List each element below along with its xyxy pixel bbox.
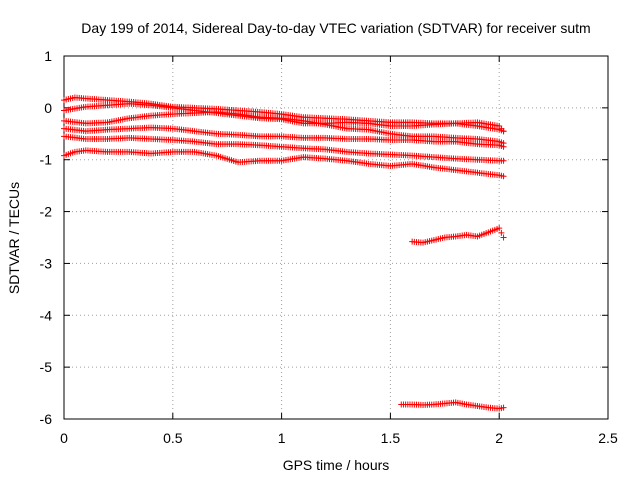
y-axis-label: SDTVAR / TECUs bbox=[6, 182, 22, 294]
y-tick-label: -3 bbox=[40, 255, 53, 271]
grid-lines bbox=[64, 56, 608, 419]
y-axis-ticks: 1 0 -1 -2 -3 -4 -5 -6 bbox=[40, 48, 608, 427]
series-track-7 bbox=[409, 225, 507, 246]
plot-frame bbox=[63, 55, 609, 420]
y-tick-label: -4 bbox=[40, 307, 53, 323]
data-point bbox=[500, 128, 507, 135]
series-track-6 bbox=[61, 147, 507, 180]
data-point bbox=[500, 234, 507, 241]
y-tick-label: 1 bbox=[44, 48, 52, 64]
data-point bbox=[500, 173, 507, 180]
chart-title: Day 199 of 2014, Sidereal Day-to-day VTE… bbox=[81, 20, 590, 36]
x-tick-label: 0 bbox=[60, 430, 68, 446]
data-point bbox=[500, 157, 507, 164]
x-axis-ticks: 0 0.5 1 1.5 2 2.5 bbox=[60, 56, 618, 446]
y-tick-label: -5 bbox=[40, 359, 53, 375]
y-tick-label: -6 bbox=[40, 411, 53, 427]
series-track-3 bbox=[61, 109, 507, 147]
x-tick-label: 1 bbox=[278, 430, 286, 446]
data-points bbox=[61, 94, 507, 412]
x-tick-label: 1.5 bbox=[381, 430, 401, 446]
series-track-8 bbox=[398, 399, 507, 412]
series-track-5 bbox=[61, 133, 507, 164]
data-point bbox=[500, 404, 507, 411]
x-tick-label: 2 bbox=[495, 430, 503, 446]
data-point bbox=[496, 225, 503, 232]
y-tick-label: 0 bbox=[44, 100, 52, 116]
x-axis-label: GPS time / hours bbox=[283, 457, 390, 473]
series-track-4 bbox=[61, 124, 507, 150]
x-tick-label: 0.5 bbox=[163, 430, 183, 446]
y-tick-label: -1 bbox=[40, 152, 53, 168]
x-tick-label: 2.5 bbox=[598, 430, 618, 446]
data-point bbox=[498, 229, 505, 236]
y-tick-label: -2 bbox=[40, 204, 53, 220]
data-point bbox=[500, 143, 507, 150]
